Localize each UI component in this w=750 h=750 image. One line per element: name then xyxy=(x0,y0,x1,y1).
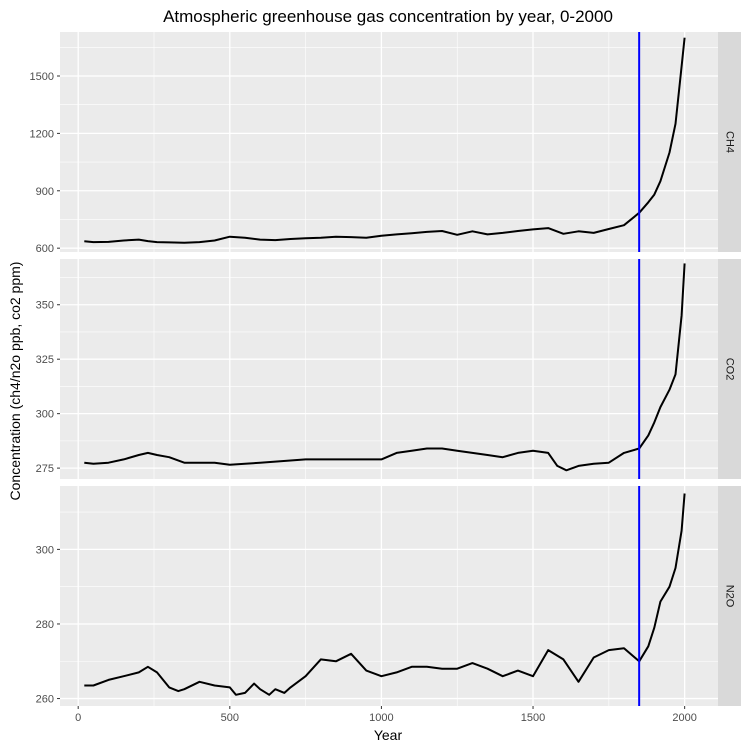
panel-background-ch4 xyxy=(60,32,718,252)
strip-label-n2o: N2O xyxy=(724,585,736,608)
y-tick-label-co2: 350 xyxy=(36,300,54,312)
y-axis-title: Concentration (ch4/n2o ppb, co2 ppm) xyxy=(7,262,23,501)
panel-background-n2o xyxy=(60,486,718,706)
strip-ch4 xyxy=(718,32,741,252)
y-tick-label-ch4: 1200 xyxy=(30,128,54,140)
panel-n2o: 260 280 300 N2O xyxy=(36,486,741,706)
strip-n2o xyxy=(718,486,741,706)
strip-label-ch4: CH4 xyxy=(724,131,736,153)
series-line-ch4 xyxy=(84,37,686,244)
y-tick-label-co2: 325 xyxy=(36,354,54,366)
y-tick-label-n2o: 260 xyxy=(36,694,54,706)
y-tick-label-ch4: 900 xyxy=(36,186,54,198)
x-tick-label: 1500 xyxy=(521,712,545,724)
strip-label-co2: CO2 xyxy=(724,358,736,381)
series-line-n2o xyxy=(84,493,686,696)
y-tick-label-n2o: 300 xyxy=(36,544,54,556)
x-tick-label: 1000 xyxy=(369,712,393,724)
panel-background-co2 xyxy=(60,259,718,479)
y-tick-label-ch4: 600 xyxy=(36,243,54,255)
y-tick-label-n2o: 280 xyxy=(36,619,54,631)
panel-co2: 275 300 325 350 CO2 xyxy=(36,259,741,479)
x-tick-label: 500 xyxy=(221,712,239,724)
chart-panels: 600 900 1200 1500 CH4 275 300 325 350 CO2 260 280 30… xyxy=(30,32,741,724)
panel-ch4: 600 900 1200 1500 CH4 xyxy=(30,32,741,255)
x-tick-label: 2000 xyxy=(672,712,696,724)
chart-title: Atmospheric greenhouse gas concentration… xyxy=(163,7,613,26)
y-tick-label-ch4: 1500 xyxy=(30,71,54,83)
y-tick-label-co2: 275 xyxy=(36,463,54,475)
series-line-co2 xyxy=(84,263,686,472)
y-tick-label-co2: 300 xyxy=(36,409,54,421)
x-tick-label: 0 xyxy=(75,712,81,724)
strip-co2 xyxy=(718,259,741,479)
x-axis-title: Year xyxy=(374,727,403,743)
